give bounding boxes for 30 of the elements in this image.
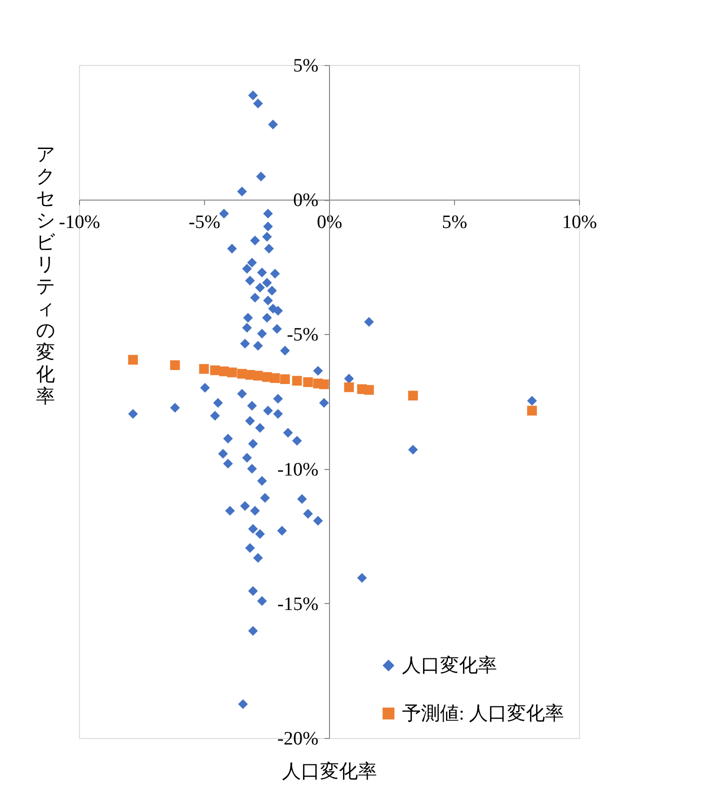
y-tick-label: 5% — [293, 56, 319, 76]
point — [128, 354, 138, 365]
x-axis-title: 人口変化率 — [282, 760, 377, 782]
point — [199, 364, 209, 374]
point — [408, 390, 418, 400]
x-tick-label: 0% — [316, 212, 342, 234]
point — [170, 360, 180, 370]
point — [527, 406, 537, 416]
y-tick-label: 0% — [293, 190, 319, 212]
text: アクセシビリティの変化率 — [36, 144, 55, 408]
legend-label: 予測値: 人口変化率 — [402, 702, 564, 724]
point — [303, 377, 313, 387]
x-tick-label: -10% — [58, 212, 100, 234]
point — [270, 373, 280, 383]
legend-label: 人口変化率 — [402, 654, 497, 676]
x-tick-label: 5% — [442, 212, 468, 234]
point — [319, 379, 329, 390]
point — [280, 374, 290, 384]
point — [344, 382, 354, 392]
point — [364, 385, 374, 395]
point — [253, 370, 263, 381]
y-tick-label: -20% — [277, 728, 319, 750]
y-tick-label: -5% — [286, 324, 319, 346]
y-tick-label: -15% — [277, 594, 319, 615]
y-tick-label: -10% — [277, 459, 319, 480]
point — [210, 365, 220, 376]
point — [292, 376, 302, 386]
x-tick-label: -5% — [188, 212, 220, 234]
x-tick-label: 10% — [562, 212, 598, 234]
point — [227, 368, 237, 378]
